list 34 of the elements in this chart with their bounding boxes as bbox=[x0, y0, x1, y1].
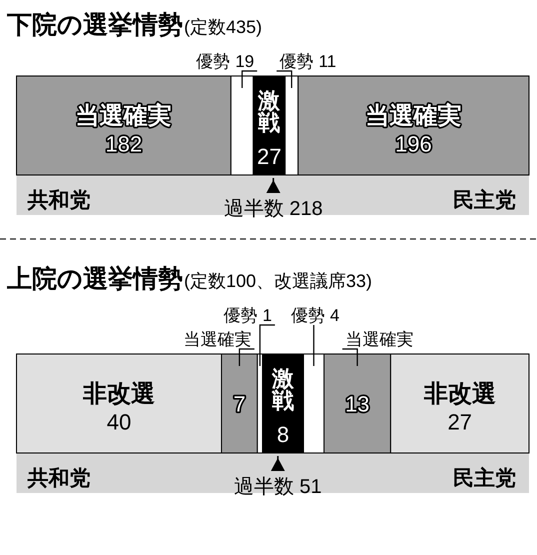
series-label: 当選確実 bbox=[366, 102, 462, 130]
series-label: 優勢 bbox=[196, 52, 230, 71]
series-label: 激戦 bbox=[258, 88, 280, 135]
series-label: 優勢 bbox=[291, 306, 325, 325]
text: 共和党 bbox=[26, 189, 90, 212]
text: 共和党 bbox=[26, 467, 90, 490]
chart-title: 下院の選挙情勢 bbox=[6, 11, 183, 39]
chart-subtitle: (定数435) bbox=[184, 17, 262, 37]
data-label: 27 bbox=[448, 410, 472, 434]
series-label: 優勢 bbox=[223, 306, 258, 325]
text: 民主党 bbox=[453, 466, 516, 490]
data-label: 7 bbox=[233, 392, 246, 416]
data-label: 11 bbox=[318, 52, 336, 71]
ref-line-label: 過半数 51 bbox=[234, 476, 322, 498]
data-label: 196 bbox=[395, 132, 432, 156]
chart-subtitle: (定数100、改選議席33) bbox=[184, 271, 372, 291]
ref-line-label: 過半数 218 bbox=[224, 198, 323, 220]
series-label: 非改選 bbox=[83, 380, 155, 408]
series-label: 当選確実 bbox=[183, 330, 252, 349]
data-label: 19 bbox=[235, 52, 254, 71]
data-label: 40 bbox=[106, 410, 132, 434]
series-label: 非改選 bbox=[424, 380, 496, 408]
series-label: 当選確実 bbox=[76, 102, 172, 130]
data-label: 1 bbox=[262, 306, 272, 325]
data-label: 13 bbox=[345, 392, 370, 416]
text: 民主党 bbox=[453, 188, 516, 212]
series-label: 優勢 bbox=[280, 52, 314, 71]
data-label: 4 bbox=[330, 306, 340, 325]
data-label: 27 bbox=[256, 144, 282, 169]
series-label: 激戦 bbox=[272, 366, 294, 413]
data-label: 182 bbox=[105, 132, 142, 156]
data-label: 8 bbox=[276, 422, 290, 447]
chart-title: 上院の選挙情勢 bbox=[6, 265, 183, 293]
series-label: 当選確実 bbox=[345, 330, 414, 349]
